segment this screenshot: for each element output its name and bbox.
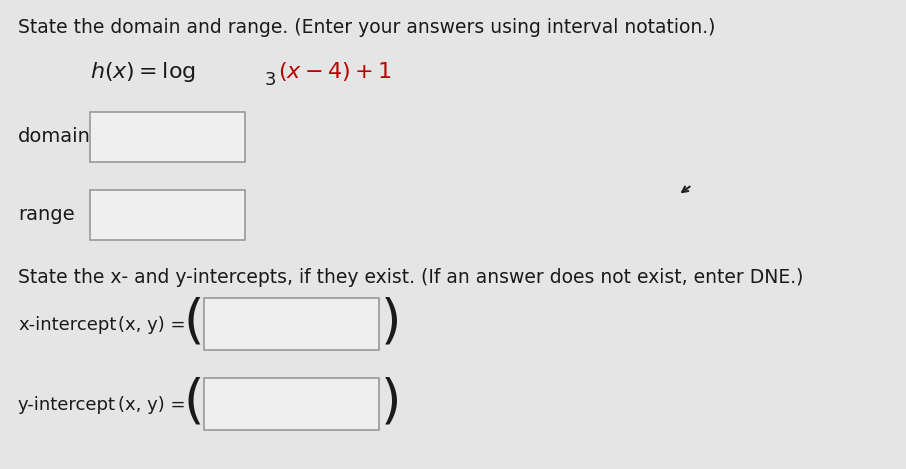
Text: y-intercept: y-intercept [18, 396, 116, 414]
Text: range: range [18, 205, 74, 225]
FancyBboxPatch shape [204, 298, 379, 350]
Text: (: ( [183, 297, 204, 349]
Text: $h(x) = \mathrm{log}$: $h(x) = \mathrm{log}$ [90, 60, 196, 84]
Text: (x, y) =: (x, y) = [118, 316, 186, 334]
Text: ): ) [381, 377, 401, 429]
Text: State the x- and y-intercepts, if they exist. (If an answer does not exist, ente: State the x- and y-intercepts, if they e… [18, 268, 804, 287]
Text: $(x - 4) + 1$: $(x - 4) + 1$ [278, 60, 391, 83]
FancyBboxPatch shape [204, 378, 379, 430]
FancyBboxPatch shape [90, 112, 245, 162]
Text: (: ( [183, 377, 204, 429]
Text: 3: 3 [265, 71, 276, 89]
Text: (x, y) =: (x, y) = [118, 396, 186, 414]
Text: State the domain and range. (Enter your answers using interval notation.): State the domain and range. (Enter your … [18, 18, 716, 37]
Text: domain: domain [18, 128, 91, 146]
Text: ): ) [381, 297, 401, 349]
FancyBboxPatch shape [90, 190, 245, 240]
Text: x-intercept: x-intercept [18, 316, 116, 334]
